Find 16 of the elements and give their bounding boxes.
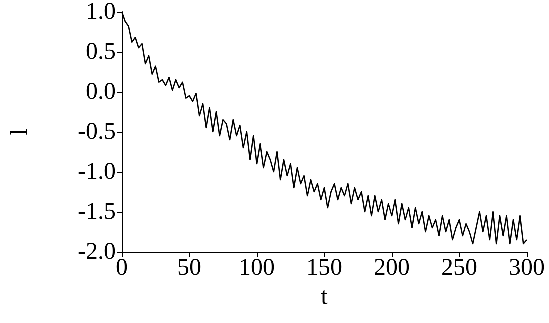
y-tick-label: -1.0: [78, 159, 116, 185]
y-tick-label: -2.0: [78, 239, 116, 265]
y-tick-label: 0.0: [86, 79, 116, 105]
x-tick-label: 250: [442, 255, 478, 281]
y-tick-label: 0.5: [86, 39, 116, 65]
y-tick-label: -0.5: [78, 119, 116, 145]
x-tick-label: 0: [116, 255, 128, 281]
x-tick-label: 150: [306, 255, 342, 281]
x-tick-label: 200: [374, 255, 410, 281]
y-tick-label: -1.5: [78, 199, 116, 225]
x-tick-label: 300: [509, 255, 545, 281]
y-tick-label: 1.0: [86, 0, 116, 25]
x-tick-label: 100: [239, 255, 275, 281]
x-tick-label: 50: [178, 255, 202, 281]
y-axis-title: l: [7, 128, 33, 136]
x-axis-title: t: [321, 284, 328, 310]
